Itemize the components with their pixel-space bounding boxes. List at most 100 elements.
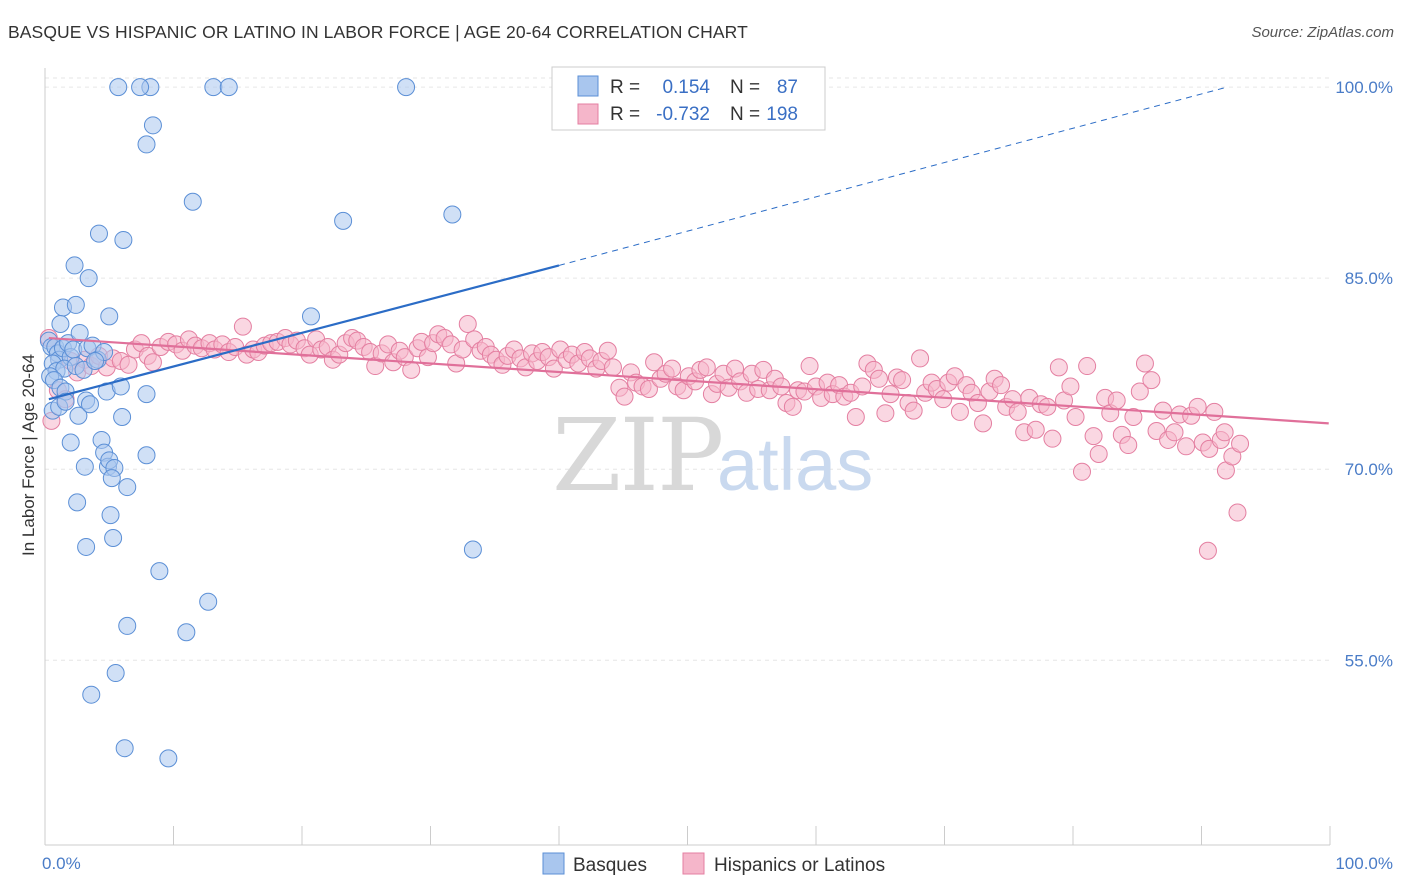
source-credit: Source: ZipAtlas.com [1251,24,1394,41]
hispanic-point-149 [934,390,953,409]
y-tick-label-3: 100.0% [1335,78,1393,97]
hispanic-point-123 [783,397,802,416]
basque-point-3 [219,78,238,97]
basque-point-49 [56,392,75,411]
basque-point-52 [80,395,99,414]
hispanic-point-171 [1061,377,1080,396]
basque-point-29 [70,323,89,342]
basque-point-17 [100,307,119,326]
hispanic-point-201 [1215,423,1234,442]
hispanic-point-138 [869,369,888,388]
basque-points [39,78,482,768]
basque-point-5 [131,78,150,97]
basque-point-63 [118,478,137,497]
bottom-legend: Basques Hispanics or Latinos [542,852,885,876]
hispanic-point-203 [1198,541,1217,560]
legend: R = 0.154 N = 87 R = -0.732 N = 198 [551,66,826,131]
y-axis-label: In Labor Force | Age 20-64 [19,354,38,556]
basque-point-12 [114,230,133,249]
hispanic-point-102 [663,359,682,378]
basque-point-69 [150,562,169,581]
hispanic-point-144 [904,401,923,420]
basque-point-4 [397,78,416,97]
hispanic-point-184 [1135,354,1154,373]
hispanic-point-142 [893,371,912,390]
basque-point-39 [86,351,105,370]
bottom-legend-swatch-basques [542,852,565,875]
basque-point-16 [66,295,85,314]
hispanic-point-167 [1038,397,1057,416]
basque-point-65 [101,506,120,525]
chart-title: BASQUE VS HISPANIC OR LATINO IN LABOR FO… [8,22,748,42]
hispanic-point-152 [950,402,969,421]
y-tick-label-2: 85.0% [1345,269,1393,288]
basque-trend-line [48,264,560,401]
axes [44,68,1331,846]
basque-point-62 [102,469,121,488]
legend-r-label-hispanics: R = [610,104,640,125]
hispanic-point-174 [1078,357,1097,376]
legend-n-value-hispanics: 198 [766,104,798,125]
basque-point-8 [183,192,202,211]
basque-point-46 [137,385,156,404]
legend-r-value-hispanics: -0.732 [656,104,710,125]
hispanic-point-189 [1165,423,1184,442]
basque-trend-extension [558,86,1228,266]
y-tick-label-1: 70.0% [1345,460,1393,479]
hispanic-point-12 [119,355,138,374]
basque-point-2 [204,78,223,97]
hispanic-point-185 [1142,371,1161,390]
hispanic-point-169 [1049,358,1068,377]
hispanic-point-175 [1084,427,1103,446]
basque-point-67 [77,537,96,556]
basque-point-72 [177,623,196,642]
basque-point-54 [61,433,80,452]
basque-point-13 [65,256,84,275]
hispanic-points [39,315,1250,560]
basque-point-58 [75,457,94,476]
basque-point-66 [104,529,123,548]
legend-swatch-hispanics [577,103,599,125]
basque-point-76 [159,749,178,768]
hispanic-point-94 [615,387,634,406]
basque-point-50 [69,406,88,425]
basque-point-70 [199,592,218,611]
basque-point-0 [109,78,128,97]
hispanic-point-173 [1072,462,1091,481]
hispanic-trend-line [48,336,1329,425]
hispanic-point-183 [1130,382,1149,401]
hispanic-point-193 [1188,397,1207,416]
hispanic-point-162 [1008,402,1027,421]
hispanic-point-159 [992,376,1011,395]
basque-point-57 [137,446,156,465]
legend-swatch-basques [577,75,599,97]
hispanic-point-202 [1231,434,1250,453]
hispanic-point-134 [846,408,865,427]
basque-point-7 [137,135,156,154]
hispanic-point-191 [1177,437,1196,456]
bottom-legend-label-hispanics: Hispanics or Latinos [714,855,885,876]
y-tick-label-0: 55.0% [1345,651,1393,670]
watermark-zip: ZIP [552,397,722,514]
basque-point-14 [79,269,98,288]
legend-n-label-basques: N = [730,77,760,98]
basque-point-10 [443,205,462,224]
trend-lines [48,86,1329,425]
x-tick-labels: 0.0% 100.0% [42,854,1393,873]
hispanic-point-139 [876,404,895,423]
basque-point-6 [143,116,162,135]
hispanic-point-181 [1119,436,1138,455]
hispanic-point-176 [1089,444,1108,463]
legend-r-label-basques: R = [610,77,640,98]
hispanic-point-200 [1228,503,1247,522]
basque-point-73 [106,664,125,683]
hispanic-point-165 [1026,420,1045,439]
hispanic-point-98 [639,379,658,398]
y-tick-labels: 55.0% 70.0% 85.0% 100.0% [1335,78,1393,670]
hispanic-point-168 [1043,429,1062,448]
basque-point-75 [115,739,134,758]
hispanic-point-67 [458,315,477,334]
hispanic-point-66 [453,340,472,359]
basque-point-53 [113,408,132,427]
watermark-atlas: atlas [717,423,873,506]
